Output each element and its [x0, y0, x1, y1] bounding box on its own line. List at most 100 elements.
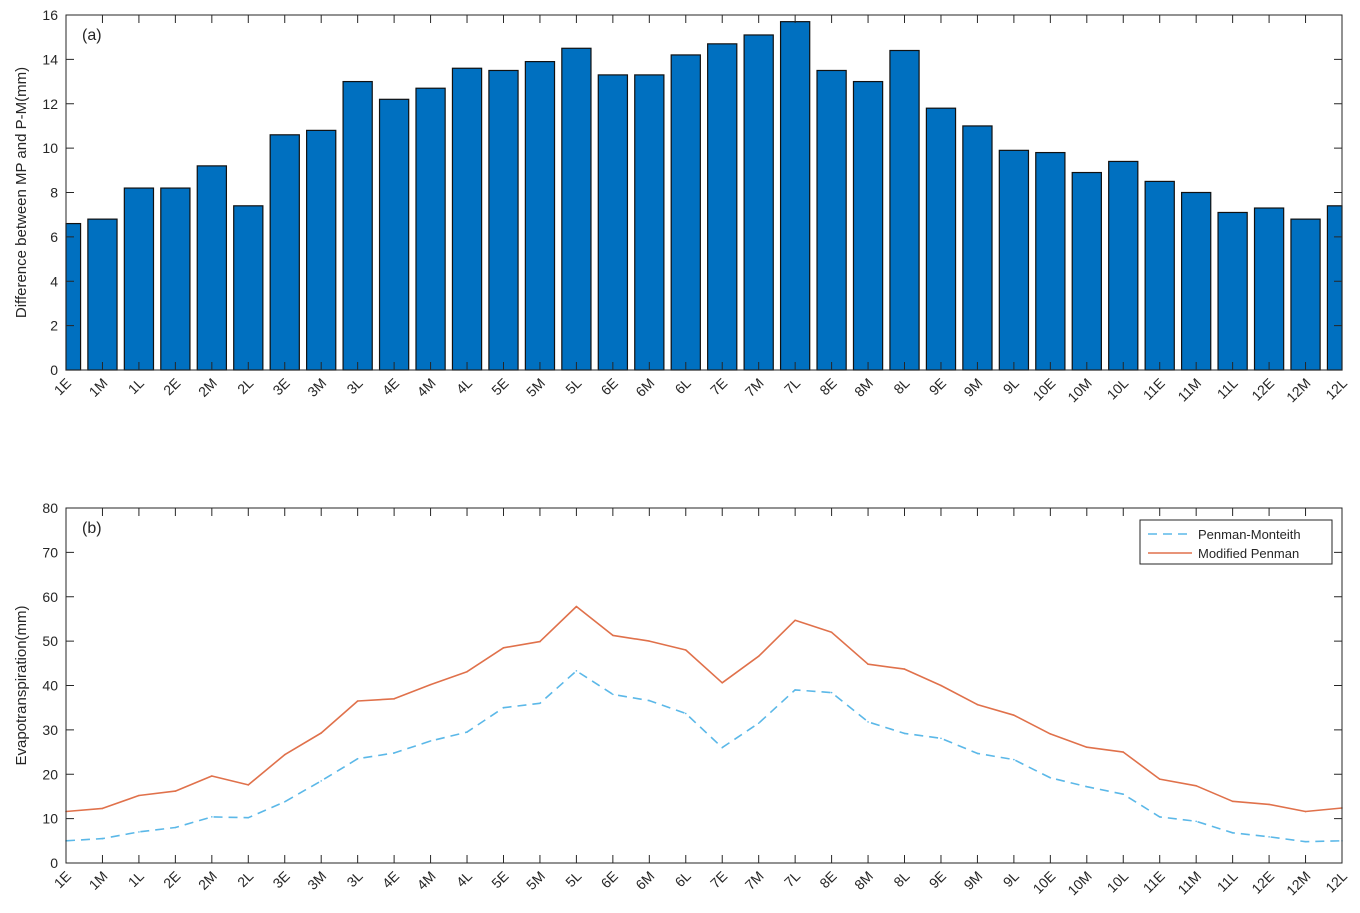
data-point-s0-4M	[429, 740, 432, 742]
bar-10M	[1071, 171, 1102, 371]
x-tick-label: 12E	[1248, 375, 1277, 404]
x-tick-label: 5E	[488, 375, 511, 398]
x-tick-label: 2M	[195, 868, 220, 893]
data-point-s1-3E	[283, 753, 286, 756]
bar-6L	[670, 54, 701, 371]
x-tick-label: 11L	[1214, 868, 1241, 895]
y-tick-label: 80	[42, 500, 58, 516]
data-point-s1-10E	[1049, 733, 1052, 735]
x-tick-label: 2M	[195, 375, 220, 400]
x-tick-label: 3L	[343, 868, 365, 890]
data-point-s1-12E	[1268, 803, 1270, 806]
x-tick-label: 7E	[707, 868, 730, 891]
data-point-s0-10M	[1086, 785, 1088, 788]
data-point-s0-7L	[794, 689, 796, 691]
y-tick-label: 0	[50, 855, 58, 871]
panel-b: 0 10 20 30 40 50 60 70 80 1E 1M 1L 2E 2M 2L 3E 3M 3L 4E 4M 4…	[13, 500, 1350, 898]
panel-a: 0 2 4 6 8 10 12 14 16 1E 1M 1L 2E 2M 2L 3E 3M 3L 4E 4M 4L 5E 5…	[13, 7, 1350, 405]
x-tick-label: 9L	[1000, 375, 1022, 397]
x-tick-label: 6M	[632, 375, 657, 400]
data-point-s0-4L	[466, 731, 468, 733]
data-point-s1-4M	[429, 683, 432, 686]
y-tick-label: 60	[42, 589, 58, 605]
x-tick-label: 3E	[269, 868, 292, 891]
x-tick-label: 6L	[672, 375, 694, 397]
bar-3M	[306, 129, 337, 371]
series-line-1	[65, 605, 1343, 813]
x-tick-label: 11M	[1174, 868, 1204, 898]
x-tick-label: 1E	[51, 375, 74, 398]
legend-box	[1139, 519, 1333, 565]
data-point-s0-10E	[1049, 777, 1052, 779]
x-tick-label: 3L	[343, 375, 365, 397]
x-tick-label: 2L	[234, 868, 256, 890]
x-tick-label: 10L	[1104, 868, 1132, 896]
data-point-s0-1M	[101, 837, 104, 840]
y-tick-label: 2	[50, 318, 58, 334]
data-point-s1-11E	[1158, 778, 1161, 780]
data-point-s1-1L	[138, 794, 140, 797]
data-point-s0-8E	[830, 691, 833, 694]
x-tick-label: 8L	[890, 868, 912, 890]
data-point-s1-2L	[247, 784, 250, 786]
bar-7M	[743, 34, 774, 371]
x-tick-label: 7M	[742, 375, 767, 400]
bar-4L	[451, 67, 483, 371]
bar-6M	[634, 74, 665, 371]
y-tick-label: 10	[42, 811, 58, 827]
bar-7L	[779, 21, 811, 371]
x-tick-label: 12M	[1283, 868, 1314, 899]
y-axis-title: Evapotranspiration(mm)	[13, 605, 30, 765]
bar-9L	[998, 149, 1030, 371]
y-tick-label: 16	[42, 7, 58, 23]
y-tick-label: 4	[50, 273, 58, 289]
panel-label: (b)	[82, 520, 102, 537]
data-point-s1-7E	[721, 682, 724, 684]
x-tick-label: 10L	[1104, 375, 1132, 403]
data-point-s1-2E	[174, 790, 177, 792]
x-tick-label: 12M	[1283, 375, 1314, 406]
data-point-s0-6M	[648, 699, 651, 702]
x-tick-label: 6L	[672, 868, 694, 890]
data-point-s0-3E	[283, 800, 286, 803]
bar-3E	[269, 134, 300, 371]
x-tick-label: 9L	[1000, 868, 1022, 890]
data-point-s1-9M	[976, 703, 979, 706]
x-tick-label: 8M	[851, 868, 876, 893]
data-point-s1-4E	[393, 698, 395, 700]
bar-5M	[524, 60, 556, 371]
y-tick-label: 6	[50, 229, 58, 245]
data-point-s0-12E	[1268, 836, 1270, 838]
bar-8E	[816, 69, 847, 371]
x-tick-label: 9E	[926, 375, 949, 398]
data-point-s0-8L	[903, 732, 906, 735]
data-point-s0-12M	[1304, 840, 1307, 843]
data-point-s1-10L	[1122, 751, 1125, 753]
x-tick-label: 3E	[269, 375, 292, 398]
data-point-s0-11L	[1231, 832, 1234, 834]
data-point-s1-8L	[903, 668, 906, 670]
data-point-s0-3M	[320, 780, 323, 782]
bar-2L	[233, 205, 264, 371]
data-point-s0-9L	[1013, 758, 1015, 761]
x-tick-label: 7E	[707, 375, 730, 398]
data-point-s1-9E	[940, 684, 942, 687]
y-tick-label: 50	[42, 633, 58, 649]
y-tick-label: 70	[42, 544, 58, 560]
x-tick-label: 1E	[51, 868, 74, 891]
data-point-s0-8M	[867, 721, 869, 723]
data-point-s1-7M	[757, 655, 760, 658]
x-tick-label: 4L	[453, 375, 475, 397]
x-tick-label: 4M	[414, 868, 439, 893]
x-tick-label: 6E	[598, 868, 621, 891]
data-point-s0-10L	[1122, 793, 1125, 796]
bar-1E	[65, 222, 82, 371]
bar-8M	[852, 80, 884, 371]
bar-12E	[1253, 207, 1285, 371]
x-tick-label: 12L	[1322, 375, 1350, 403]
data-point-s1-5L	[575, 605, 578, 608]
bar-12M	[1290, 218, 1321, 371]
x-tick-label: 11M	[1174, 375, 1204, 405]
data-point-s1-6L	[684, 649, 687, 651]
x-tick-label: 5L	[562, 375, 584, 397]
